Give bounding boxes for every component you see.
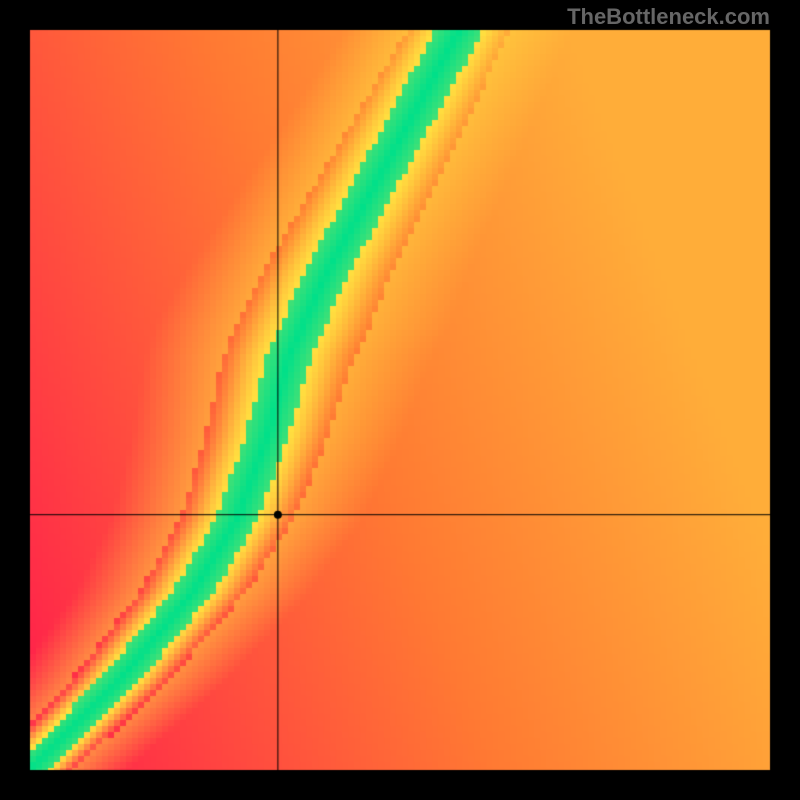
bottleneck-heatmap — [0, 0, 800, 800]
watermark-text: TheBottleneck.com — [567, 4, 770, 30]
